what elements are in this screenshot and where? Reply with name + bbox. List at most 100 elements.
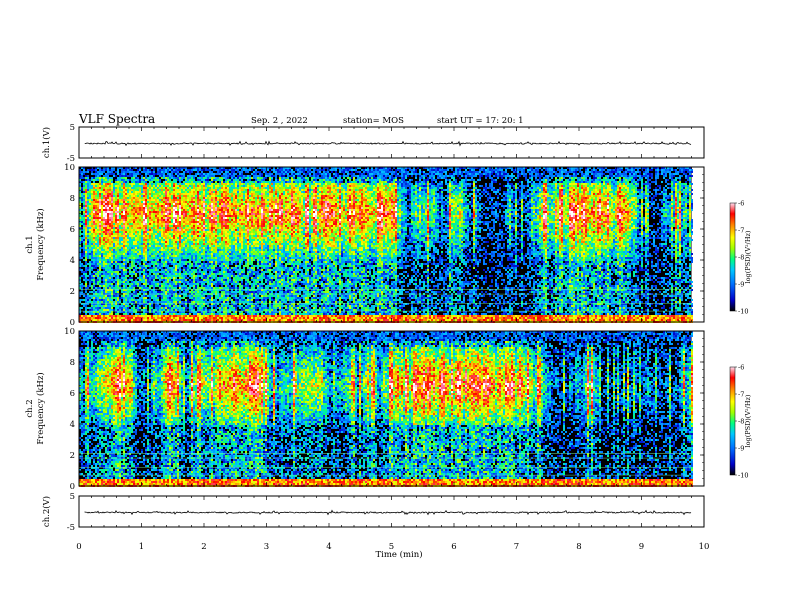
panel-frame: [79, 127, 704, 158]
spectrogram-cell: [115, 267, 117, 269]
spectrogram-cell: [101, 315, 103, 317]
spectrogram-cell: [127, 317, 129, 319]
spectrogram-cell: [165, 315, 167, 317]
spectrogram-cell: [97, 225, 99, 227]
spectrogram-cell: [85, 313, 87, 315]
spectrogram-cell: [95, 241, 97, 243]
spectrogram-cell: [135, 279, 137, 281]
spectrogram-cell: [171, 277, 173, 279]
spectrogram-cell: [111, 249, 113, 251]
spectrogram-cell: [131, 187, 133, 189]
spectrogram-cell: [161, 295, 163, 297]
spectrogram-cell: [105, 309, 107, 311]
spectrogram-cell: [113, 259, 115, 261]
spectrogram-cell: [85, 211, 87, 213]
spectrogram-cell: [105, 281, 107, 283]
spectrogram-cell: [105, 183, 107, 185]
spectrogram-cell: [81, 171, 83, 173]
spectrogram-cell: [95, 201, 97, 203]
spectrogram-cell: [159, 205, 161, 207]
spectrogram-cell: [135, 179, 137, 181]
spectrogram-cell: [159, 175, 161, 177]
spectrogram-cell: [133, 189, 135, 191]
spectrogram-cell: [173, 237, 175, 239]
spectrogram-cell: [177, 257, 179, 259]
spectrogram-cell: [115, 247, 117, 249]
spectrogram-cell: [141, 195, 143, 197]
spectrogram-cell: [169, 203, 171, 205]
spectrogram-cell: [105, 319, 107, 321]
spectrogram-cell: [87, 269, 89, 271]
spectrogram-cell: [179, 219, 181, 221]
spectrogram-cell: [93, 183, 95, 185]
spectrogram-cell: [143, 231, 145, 233]
spectrogram-cell: [161, 297, 163, 299]
spectrogram-cell: [95, 317, 97, 319]
spectrogram-cell: [175, 211, 177, 213]
spectrogram-cell: [99, 275, 101, 277]
spectrogram-cell: [165, 297, 167, 299]
spectrogram-cell: [105, 197, 107, 199]
spectrogram-cell: [113, 209, 115, 211]
spectrogram-cell: [171, 215, 173, 217]
spectrogram-cell: [177, 283, 179, 285]
spectrogram-cell: [135, 217, 137, 219]
spectrogram-cell: [123, 235, 125, 237]
spectrogram-cell: [141, 315, 143, 317]
spectrogram-cell: [109, 207, 111, 209]
spectrogram-cell: [137, 255, 139, 257]
spectrogram-cell: [113, 291, 115, 293]
spectrogram-cell: [127, 249, 129, 251]
spectrogram-cell: [105, 207, 107, 209]
spectrogram-cell: [115, 297, 117, 299]
spectrogram-cell: [113, 247, 115, 249]
spectrogram-cell: [115, 263, 117, 265]
spectrogram-cell: [91, 169, 93, 171]
spectrogram-cell: [93, 231, 95, 233]
spectrogram-cell: [119, 259, 121, 261]
spectrogram-cell: [171, 225, 173, 227]
spectrogram-cell: [161, 169, 163, 171]
spectrogram-cell: [115, 203, 117, 205]
spectrogram-cell: [175, 257, 177, 259]
spectrogram-cell: [89, 307, 91, 309]
spectrogram-cell: [97, 301, 99, 303]
spectrogram-cell: [115, 287, 117, 289]
spectrogram-cell: [93, 257, 95, 259]
spectrogram-cell: [159, 307, 161, 309]
spectrogram-cell: [143, 255, 145, 257]
spectrogram-cell: [105, 285, 107, 287]
spectrogram-cell: [89, 313, 91, 315]
spectrogram-cell: [149, 203, 151, 205]
spectrogram-cell: [163, 319, 165, 321]
spectrogram-cell: [109, 195, 111, 197]
spectrogram-cell: [155, 249, 157, 251]
spectrogram-cell: [117, 249, 119, 251]
spectrogram-cell: [159, 295, 161, 297]
spectrogram-cell: [113, 251, 115, 253]
spectrogram-cell: [177, 223, 179, 225]
spectrogram-cell: [125, 175, 127, 177]
spectrogram-cell: [127, 187, 129, 189]
spectrogram-cell: [165, 227, 167, 229]
spectrogram-cell: [83, 285, 85, 287]
spectrogram-cell: [137, 307, 139, 309]
spectrogram-cell: [109, 307, 111, 309]
spectrogram-cell: [153, 263, 155, 265]
spectrogram-cell: [151, 291, 153, 293]
spectrogram-cell: [121, 287, 123, 289]
spectrogram-cell: [91, 275, 93, 277]
spectrogram-cell: [149, 253, 151, 255]
spectrogram-cell: [119, 277, 121, 279]
spectrogram-cell: [105, 181, 107, 183]
spectrogram-cell: [85, 197, 87, 199]
spectrogram-cell: [129, 299, 131, 301]
spectrogram-cell: [175, 209, 177, 211]
spectrogram-cell: [147, 203, 149, 205]
spectrogram-cell: [175, 269, 177, 271]
spectrogram-cell: [153, 247, 155, 249]
spectrogram-cell: [125, 213, 127, 215]
spectrogram-cell: [169, 257, 171, 259]
spectrogram-cell: [81, 299, 83, 301]
spectrogram-cell: [177, 199, 179, 201]
